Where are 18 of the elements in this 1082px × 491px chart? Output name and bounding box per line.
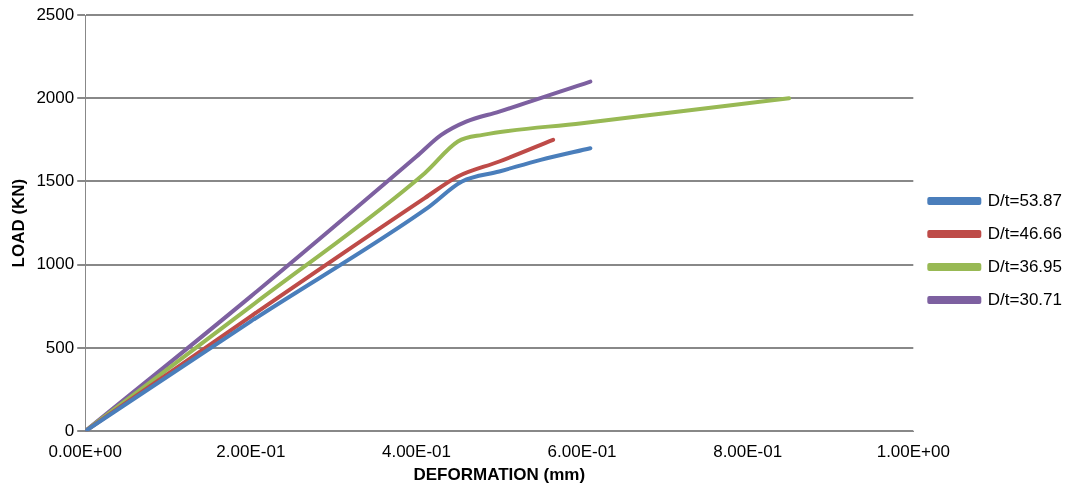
x-axis-title: DEFORMATION (mm): [413, 465, 586, 485]
legend-label: D/t=30.71: [987, 289, 1063, 309]
x-tick-label: 2.00E-01: [216, 442, 286, 462]
legend-label: D/t=36.95: [987, 256, 1063, 276]
y-tick-label: 500: [45, 337, 75, 357]
y-tick-label: 2000: [36, 87, 75, 107]
y-tick-label: 1000: [36, 254, 75, 274]
x-tick-label: 0.00E+00: [48, 442, 122, 462]
x-tick-label: 6.00E-01: [547, 442, 617, 462]
legend-label: D/t=53.87: [987, 190, 1063, 210]
y-tick-label: 1500: [36, 171, 75, 191]
y-tick-label: 0: [64, 420, 75, 440]
y-axis-title: LOAD (KN): [8, 178, 28, 268]
y-tick-label: 2500: [36, 4, 75, 24]
x-tick-label: 4.00E-01: [381, 442, 451, 462]
x-tick-label: 8.00E-01: [713, 442, 783, 462]
legend-label: D/t=46.66: [987, 223, 1063, 243]
x-tick-label: 1.00E+00: [876, 442, 950, 462]
